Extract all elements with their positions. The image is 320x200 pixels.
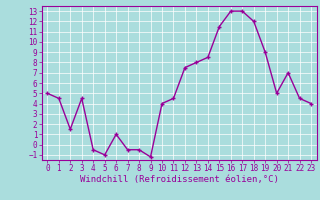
X-axis label: Windchill (Refroidissement éolien,°C): Windchill (Refroidissement éolien,°C) bbox=[80, 175, 279, 184]
